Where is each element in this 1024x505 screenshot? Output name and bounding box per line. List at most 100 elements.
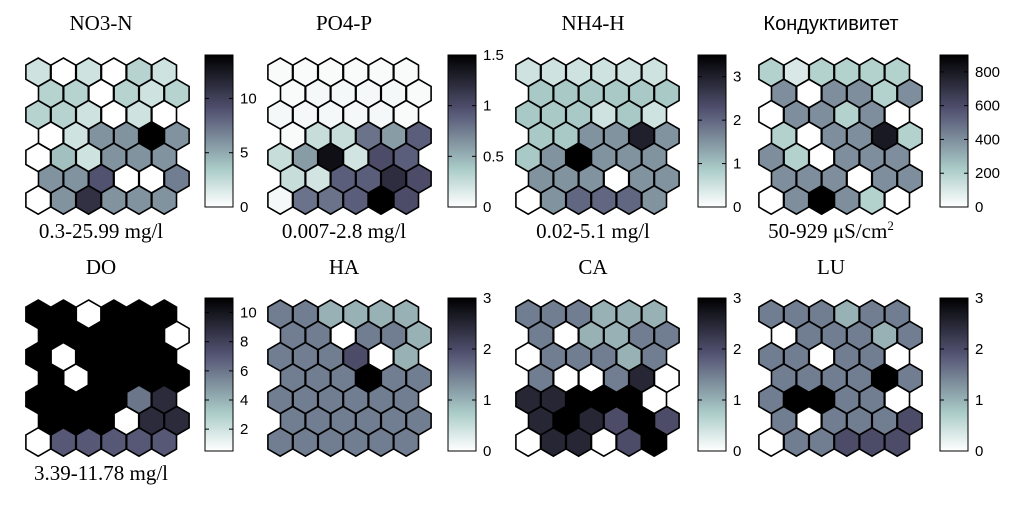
- hex-cell: [758, 426, 785, 458]
- plane-title: Кондуктивитет: [763, 13, 898, 35]
- hex-cell: [50, 426, 77, 458]
- hex-cell: [50, 184, 77, 216]
- colorbar-tick-label: 0: [483, 199, 491, 216]
- colorbar: [697, 297, 727, 452]
- plane-range-label: 0.007-2.8 mg/l: [282, 219, 406, 243]
- colorbar: [939, 54, 969, 208]
- hex-cell: [540, 426, 567, 458]
- hex-cell: [758, 184, 785, 216]
- hex-cell: [641, 426, 668, 458]
- plane-title: CA: [578, 255, 608, 279]
- hex-cell: [367, 184, 395, 216]
- colorbar-tick-label: 400: [975, 131, 1000, 148]
- component-plane-8: LU 0 1 2 3: [758, 255, 983, 460]
- plane-title: DO: [86, 255, 116, 279]
- hex-cell: [565, 184, 592, 216]
- hex-cell: [615, 426, 643, 458]
- hex-cell: [151, 426, 178, 458]
- colorbar-tick-label: 3: [975, 290, 983, 307]
- colorbar-tick-label: 0.5: [483, 148, 504, 165]
- colorbar-tick-label: 0: [240, 199, 248, 216]
- colorbar-tick-label: 1: [733, 392, 741, 409]
- colorbar: [447, 54, 477, 208]
- colorbar-tick-label: 0: [733, 443, 741, 460]
- component-plane-2: PO4-P 0 0.5 1 1.5 0.007-2.8 mg/l: [267, 11, 504, 243]
- hex-cell: [100, 184, 127, 216]
- plane-range-label: 3.39-11.78 mg/l: [34, 461, 168, 485]
- colorbar-tick-label: 2: [733, 341, 741, 358]
- colorbar: [204, 297, 234, 452]
- plane-range-label: 50-929 μS/cm2: [768, 218, 894, 243]
- component-plane-3: NH4-H 0 1 2 3 0.02-5.1 mg/l: [515, 11, 741, 243]
- hex-cell: [858, 426, 886, 458]
- hex-cell: [540, 184, 567, 216]
- hex-cell: [393, 426, 420, 458]
- hex-cell: [317, 426, 344, 458]
- hex-cell: [100, 426, 127, 458]
- colorbar-tick-label: 3: [733, 69, 741, 86]
- colorbar: [939, 297, 969, 452]
- hex-cell: [833, 184, 860, 216]
- colorbar-tick-label: 0: [975, 199, 983, 216]
- plane-title: HA: [329, 255, 360, 279]
- colorbar: [447, 297, 477, 452]
- colorbar-tick-label: 3: [483, 290, 491, 307]
- component-plane-5: DO 2 4 6 8 10 3.39-11.78 mg/l: [25, 255, 257, 485]
- component-plane-1: NO3-N 0 5 10 0.3-25.99 mg/l: [25, 11, 257, 243]
- colorbar-tick-label: 1: [975, 392, 983, 409]
- colorbar-tick-label: 10: [240, 305, 257, 322]
- plane-title: NO3-N: [70, 11, 133, 35]
- colorbar-tick-label: 2: [483, 341, 491, 358]
- colorbar-tick-label: 1: [733, 156, 741, 173]
- hex-cell: [590, 426, 617, 458]
- colorbar-tick-label: 4: [240, 392, 248, 409]
- hex-cell: [75, 184, 102, 216]
- hex-cell: [267, 184, 294, 216]
- hex-cell: [75, 426, 102, 458]
- colorbar-tick-label: 2: [975, 341, 983, 358]
- hex-cell: [25, 426, 52, 458]
- hex-cell: [884, 184, 911, 216]
- hex-cell: [590, 184, 617, 216]
- hex-cell: [833, 426, 860, 458]
- colorbar-tick-label: 0: [975, 443, 983, 460]
- hex-cell: [292, 184, 319, 216]
- component-plane-4: Кондуктивитет 0 200 400 600 800 50-929 μS/cm2: [758, 13, 1000, 243]
- colorbar-tick-label: 800: [975, 64, 1000, 81]
- colorbar-tick-label: 0: [733, 199, 741, 216]
- colorbar-tick-label: 2: [733, 112, 741, 129]
- hex-cell: [858, 184, 886, 216]
- hex-cell: [641, 184, 668, 216]
- hex-cell: [565, 426, 592, 458]
- hex-cell: [393, 184, 420, 216]
- hex-cell: [125, 184, 153, 216]
- hex-cell: [342, 426, 369, 458]
- colorbar-tick-label: 1.5: [483, 47, 504, 64]
- colorbar-tick-label: 1: [483, 98, 491, 115]
- component-plane-7: CA 0 1 2 3: [515, 255, 741, 460]
- colorbar-tick-label: 10: [240, 90, 257, 107]
- hex-cell: [342, 184, 369, 216]
- hex-cell: [267, 426, 294, 458]
- plane-range-label: 0.3-25.99 mg/l: [39, 219, 163, 243]
- plane-range-label: 0.02-5.1 mg/l: [536, 219, 650, 243]
- hex-cell: [808, 426, 835, 458]
- colorbar-tick-label: 3: [733, 290, 741, 307]
- hex-cell: [515, 426, 542, 458]
- colorbar-tick-label: 1: [483, 392, 491, 409]
- plane-title: LU: [817, 255, 845, 279]
- colorbar-tick-label: 0: [483, 443, 491, 460]
- colorbar-tick-label: 6: [240, 363, 248, 380]
- colorbar-tick-label: 2: [240, 421, 248, 438]
- colorbar-tick-label: 8: [240, 334, 248, 351]
- hex-cell: [25, 184, 52, 216]
- colorbar: [204, 54, 234, 208]
- hex-cell: [125, 426, 153, 458]
- colorbar-tick-label: 200: [975, 165, 1000, 182]
- component-plane-6: HA 0 1 2 3: [267, 255, 491, 460]
- hex-cell: [515, 184, 542, 216]
- hex-cell: [884, 426, 911, 458]
- hex-cell: [615, 184, 643, 216]
- plane-title: PO4-P: [316, 11, 372, 35]
